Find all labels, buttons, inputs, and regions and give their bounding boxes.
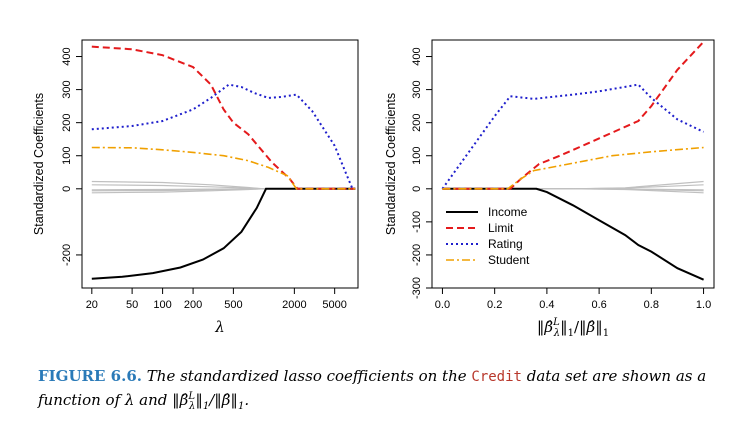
left-x-tick-label: 5000 [322,299,346,311]
left-series-student-line [91,146,356,190]
left-y-tick-label: 400 [61,47,73,65]
right-x-tick-label: 0.2 [487,299,502,311]
left-y-tick-label: 100 [61,147,73,165]
right-y-tick-label: 300 [411,80,423,98]
left-y-axis-title: Standardized Coefficients [32,93,46,235]
right-y-tick-label: -200 [411,244,423,266]
left-y-tick-label: 200 [61,113,73,131]
left-x-tick-label: 500 [224,299,242,311]
left-x-tick-label: 50 [126,299,138,311]
left-x-tick-label: 100 [153,299,171,311]
caption-label: FIGURE 6.6. [38,367,142,385]
left-y-axis: -200 0 100 200 300 400 [61,47,82,266]
right-series-group [441,41,705,281]
right-y-tick-label: -300 [411,277,423,299]
right-series-rating-line [441,83,705,190]
right-y-tick-label: 0 [411,186,423,192]
caption-text-after: data set are shown as a function of λ an… [38,367,707,412]
right-y-axis: -300 -200 -100 0 100 200 300 400 [411,47,432,299]
right-y-tick-label: 100 [411,147,423,165]
left-series-income-line [91,187,356,280]
right-y-tick-label: -100 [411,211,423,233]
left-series-group [91,45,356,280]
right-y-axis-title: Standardized Coefficients [384,93,398,235]
right-y-tick-label: 200 [411,113,423,131]
left-series-rating-line [91,83,356,190]
left-x-tick-label: 200 [184,299,202,311]
right-series-student-line [442,146,704,190]
left-x-tick-label: 20 [86,299,98,311]
right-x-tick-label: 0.6 [591,299,606,311]
right-series-other-0-line [442,180,704,190]
right-series-income-line [442,187,705,281]
left-y-tick-label: -200 [61,244,73,266]
left-series-limit-line [91,45,356,190]
right-plot-frame [431,39,715,289]
left-y-tick-label: 300 [61,80,73,98]
right-x-tick-label: 0.0 [435,299,450,311]
right-y-tick-label: 400 [411,47,423,65]
right-x-axis: 0.0 0.2 0.4 0.6 0.8 1.0 [435,288,711,311]
right-legend: Income Limit Rating Student [446,205,530,267]
caption-dataset: Credit [471,369,522,385]
right-x-axis-title: ‖β̂L λ‖1/‖β̂‖1 [537,317,609,339]
legend-label-student: Student [488,253,530,267]
right-x-tick-label: 1.0 [696,299,711,311]
left-x-axis: 20 50 100 200 500 2000 5000 [86,288,347,311]
left-plot-frame [81,39,359,289]
legend-label-limit: Limit [488,221,514,235]
legend-label-rating: Rating [488,237,523,251]
legend-label-income: Income [488,205,528,219]
right-x-tick-label: 0.4 [539,299,554,311]
caption-text-before: The standardized lasso coefficients on t… [146,367,467,385]
right-x-tick-label: 0.8 [644,299,659,311]
left-y-tick-label: 0 [61,186,73,192]
left-x-tick-label: 2000 [282,299,306,311]
figure-caption: FIGURE 6.6. The standardized lasso coeff… [38,366,718,417]
left-x-axis-title: λ [214,318,225,336]
right-series-limit-line [442,41,705,190]
